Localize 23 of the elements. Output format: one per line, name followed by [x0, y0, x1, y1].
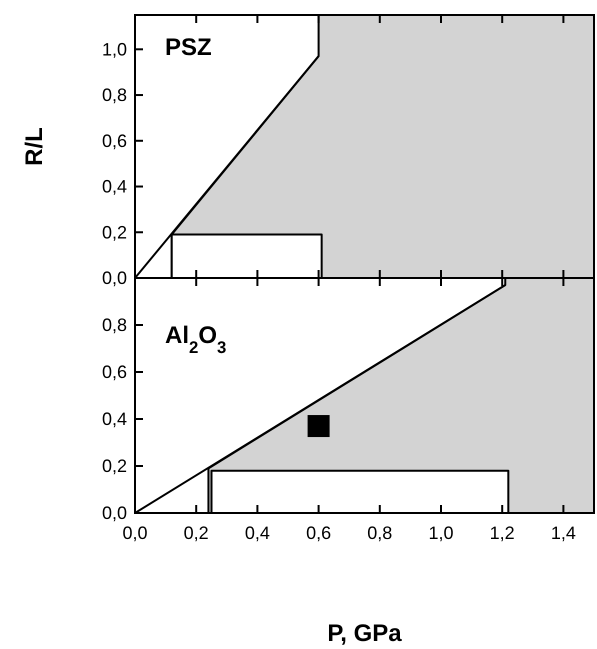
y-tick-label: 0,2	[102, 222, 127, 242]
x-axis-title: P, GPa	[327, 620, 402, 647]
y-tick-label: 0,0	[102, 503, 127, 523]
y-tick-label: 0,8	[102, 85, 127, 106]
x-tick-label: 0,6	[306, 523, 332, 543]
x-tick-label: 0,2	[184, 523, 209, 543]
annotation: PSZ	[165, 34, 212, 61]
y-tick-label: 0,6	[102, 130, 127, 151]
x-tick-label: 1,4	[550, 523, 576, 543]
y-tick-label: 0,6	[102, 362, 127, 382]
x-tick-label: 1,2	[490, 523, 515, 543]
y-tick-label: 1,0	[102, 39, 127, 60]
annotation: Al$_{2}$O$_{3}$	[165, 322, 226, 356]
x-tick-label: 0,0	[122, 523, 148, 543]
y-tick-label: 0,8	[102, 315, 127, 335]
x-tick-label: 0,4	[244, 523, 270, 543]
y-axis-title: R/L	[21, 127, 48, 166]
x-tick-label: 1,0	[428, 523, 454, 543]
x-tick-label: 0,8	[367, 523, 392, 543]
y-tick-label: 0,2	[102, 456, 127, 476]
y-tick-label: 0,0	[102, 268, 127, 288]
y-tick-label: 0,4	[102, 409, 127, 429]
y-tick-label: 0,4	[102, 176, 127, 197]
